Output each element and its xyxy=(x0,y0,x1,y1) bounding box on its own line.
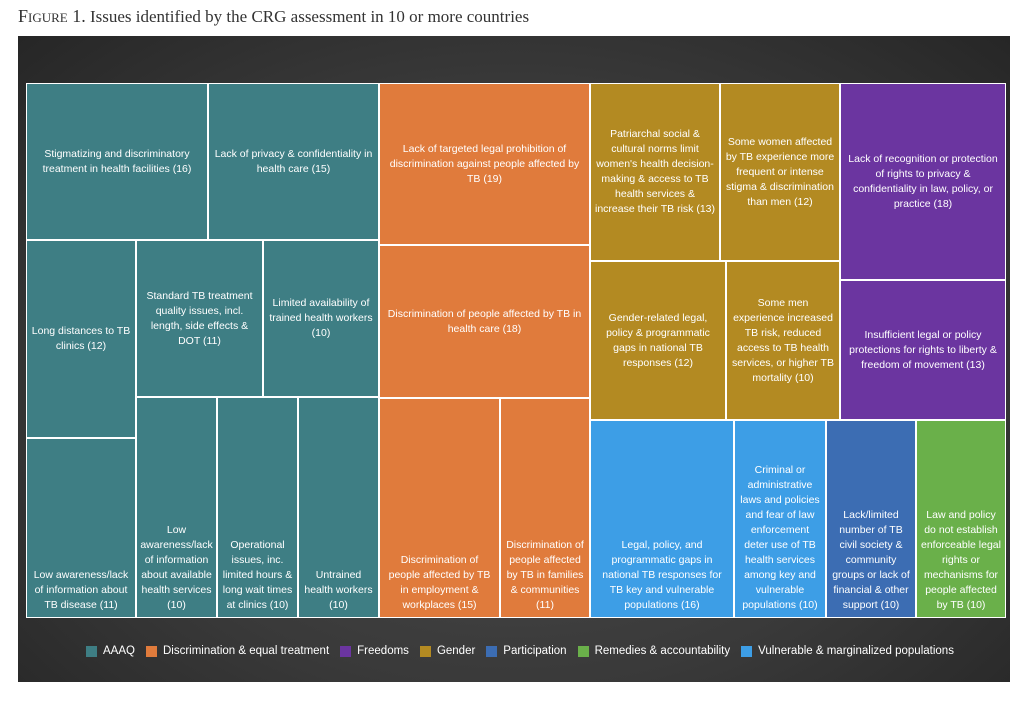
legend-label: Freedoms xyxy=(357,645,409,657)
treemap-tile-long-distances-to-tb-clinics: Long distances to TB clinics (12) xyxy=(26,240,136,438)
treemap-tile-label: Insufficient legal or policy protections… xyxy=(849,328,997,371)
treemap-tile-label: Some women affected by TB experience mor… xyxy=(725,135,835,208)
treemap-tile-some-women-affected-by-tb: Some women affected by TB experience mor… xyxy=(720,83,840,261)
treemap-tile-gender-related-legal-policy-programmatic: Gender-related legal, policy & programma… xyxy=(590,261,726,420)
treemap-tile-insufficient-legal-or-policy-protections: Insufficient legal or policy protections… xyxy=(840,280,1006,420)
legend-item-discrimination-equal-treatment: Discrimination & equal treatment xyxy=(145,645,330,657)
treemap-tile-lack-limited-number-of-tb: Lack/limited number of TB civil society … xyxy=(826,420,916,618)
treemap-tile-label: Low awareness/lack of information about … xyxy=(140,524,213,611)
treemap-tile-lack-of-recognition-or-protection: Lack of recognition or protection of rig… xyxy=(840,83,1006,280)
treemap-tile-label: Lack of recognition or protection of rig… xyxy=(848,152,998,210)
treemap-tile-lack-of-privacy-confidentiality-in: Lack of privacy & confidentiality in hea… xyxy=(208,83,379,240)
legend-swatch xyxy=(486,645,498,657)
treemap-tile-label: Standard TB treatment quality issues, in… xyxy=(146,289,253,347)
treemap-tile-label: Law and policy do not establish enforcea… xyxy=(921,509,1001,611)
legend-item-aaaq: AAAQ xyxy=(86,645,135,657)
treemap-tile-some-men-experience-increased-tb: Some men experience increased TB risk, r… xyxy=(726,261,840,420)
legend-item-gender: Gender xyxy=(419,645,476,657)
legend-label: Remedies & accountability xyxy=(594,645,731,657)
legend-label: Gender xyxy=(436,645,476,657)
legend-label: Vulnerable & marginalized populations xyxy=(758,645,954,657)
legend-item-remedies-accountability: Remedies & accountability xyxy=(577,645,731,657)
legend-swatch xyxy=(340,645,352,657)
treemap-tile-label: Criminal or administrative laws and poli… xyxy=(740,464,820,611)
treemap-tile-criminal-or-administrative-laws-and: Criminal or administrative laws and poli… xyxy=(734,420,826,618)
treemap-tile-label: Patriarchal social & cultural norms limi… xyxy=(595,128,716,215)
treemap-tile-label: Long distances to TB clinics (12) xyxy=(31,325,131,352)
treemap-tile-stigmatizing-and-discriminatory-treatment-in: Stigmatizing and discriminatory treatmen… xyxy=(26,83,208,240)
treemap-tile-label: Operational issues, inc. limited hours &… xyxy=(222,539,293,611)
treemap-tile-discrimination-of-people-affected-by: Discrimination of people affected by TB … xyxy=(500,398,590,618)
legend-label: AAAQ xyxy=(103,645,135,657)
treemap-tile-label: Lack/limited number of TB civil society … xyxy=(832,509,910,611)
treemap-tile-discrimination-of-people-affected-by: Discrimination of people affected by TB … xyxy=(379,398,500,618)
chart-legend: AAAQ Discrimination & equal treatment Free… xyxy=(86,643,954,659)
treemap-tile-label: Limited availability of trained health w… xyxy=(269,297,373,339)
treemap-tile-label: Gender-related legal, policy & programma… xyxy=(606,311,710,369)
figure-caption-text: Issues identified by the CRG assessment … xyxy=(85,7,530,26)
figure-label: Figure 1. xyxy=(18,6,86,26)
treemap-tile-label: Discrimination of people affected by TB … xyxy=(387,307,582,335)
legend-swatch xyxy=(86,645,97,657)
treemap-tile-low-awareness-lack-of-information: Low awareness/lack of information about … xyxy=(136,397,217,618)
treemap-tile-untrained-health-workers-10: Untrained health workers (10) xyxy=(298,397,379,618)
treemap-tile-discrimination-of-people-affected-by: Discrimination of people affected by TB … xyxy=(379,245,590,398)
treemap-tile-label: Discrimination of people affected by TB … xyxy=(388,554,491,611)
treemap-tile-label: Untrained health workers (10) xyxy=(304,569,373,611)
treemap-tile-label: Lack of privacy & confidentiality in hea… xyxy=(214,147,373,175)
treemap-tile-label: Discrimination of people affected by TB … xyxy=(506,539,584,611)
treemap-tile-label: Low awareness/lack of information about … xyxy=(33,569,129,611)
legend-swatch xyxy=(419,645,431,657)
treemap-tile-lack-of-targeted-legal-prohibition: Lack of targeted legal prohibition of di… xyxy=(379,83,590,245)
treemap-tile-operational-issues-inc-limited-hours: Operational issues, inc. limited hours &… xyxy=(217,397,298,618)
figure-caption: Figure 1. Issues identified by the CRG a… xyxy=(18,6,529,27)
treemap-tile-low-awareness-lack-of-information: Low awareness/lack of information about … xyxy=(26,438,136,618)
legend-item-freedoms: Freedoms xyxy=(340,645,409,657)
legend-label: Discrimination & equal treatment xyxy=(162,645,330,657)
treemap-tile-patriarchal-social-cultural-norms-limit: Patriarchal social & cultural norms limi… xyxy=(590,83,720,261)
legend-swatch xyxy=(577,645,589,657)
legend-item-participation: Participation xyxy=(486,645,567,657)
legend-swatch xyxy=(145,645,157,657)
legend-item-vulnerable-marginalized-populations: Vulnerable & marginalized populations xyxy=(741,645,954,657)
treemap-tile-label: Stigmatizing and discriminatory treatmen… xyxy=(42,147,192,175)
treemap-tile-law-and-policy-do-not: Law and policy do not establish enforcea… xyxy=(916,420,1006,618)
treemap-tile-label: Legal, policy, and programmatic gaps in … xyxy=(602,539,722,611)
treemap-tile-standard-tb-treatment-quality-issues: Standard TB treatment quality issues, in… xyxy=(136,240,263,397)
treemap-tile-limited-availability-of-trained-health: Limited availability of trained health w… xyxy=(263,240,379,397)
treemap-tile-label: Lack of targeted legal prohibition of di… xyxy=(389,142,580,185)
treemap-tile-legal-policy-and-programmatic-gaps: Legal, policy, and programmatic gaps in … xyxy=(590,420,734,618)
treemap-tile-label: Some men experience increased TB risk, r… xyxy=(732,296,834,384)
legend-label: Participation xyxy=(503,645,567,657)
legend-swatch xyxy=(741,645,753,657)
